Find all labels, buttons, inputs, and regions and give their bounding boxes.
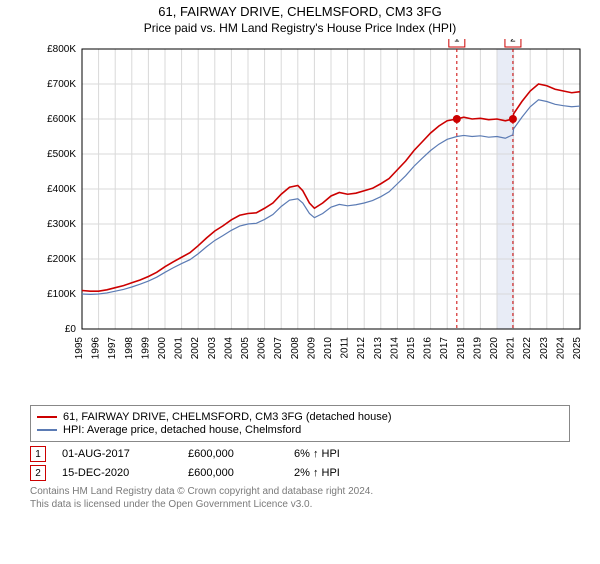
svg-text:1997: 1997 [107, 337, 118, 360]
tx-marker: 1 [30, 446, 46, 462]
legend: 61, FAIRWAY DRIVE, CHELMSFORD, CM3 3FG (… [30, 405, 570, 442]
svg-text:2011: 2011 [340, 337, 351, 359]
svg-text:1998: 1998 [124, 337, 135, 360]
page-subtitle: Price paid vs. HM Land Registry's House … [0, 21, 600, 35]
svg-text:2006: 2006 [257, 337, 268, 360]
page-title: 61, FAIRWAY DRIVE, CHELMSFORD, CM3 3FG [0, 4, 600, 19]
svg-text:2018: 2018 [456, 337, 467, 360]
svg-text:£400K: £400K [47, 184, 76, 195]
svg-text:2021: 2021 [506, 337, 517, 360]
svg-text:1996: 1996 [91, 337, 102, 360]
svg-text:2000: 2000 [157, 337, 168, 360]
svg-text:2003: 2003 [207, 337, 218, 360]
tx-pct: 6% ↑ HPI [294, 448, 384, 460]
svg-text:£700K: £700K [47, 79, 76, 90]
table-row: 2 15-DEC-2020 £600,000 2% ↑ HPI [30, 465, 570, 481]
tx-date: 15-DEC-2020 [62, 467, 172, 479]
svg-text:2007: 2007 [273, 337, 284, 360]
svg-text:2020: 2020 [489, 337, 500, 360]
svg-text:2: 2 [510, 39, 516, 45]
legend-item: HPI: Average price, detached house, Chel… [37, 424, 563, 436]
svg-text:£800K: £800K [47, 44, 76, 55]
legend-swatch-property [37, 416, 57, 418]
svg-text:2008: 2008 [290, 337, 301, 360]
svg-text:1999: 1999 [140, 337, 151, 360]
tx-price: £600,000 [188, 467, 278, 479]
svg-text:£600K: £600K [47, 114, 76, 125]
svg-text:2002: 2002 [190, 337, 201, 360]
footnote: Contains HM Land Registry data © Crown c… [30, 485, 570, 511]
svg-text:2012: 2012 [356, 337, 367, 360]
tx-pct: 2% ↑ HPI [294, 467, 384, 479]
legend-swatch-hpi [37, 429, 57, 431]
svg-text:2019: 2019 [472, 337, 483, 360]
svg-text:2013: 2013 [373, 337, 384, 360]
transaction-table: 1 01-AUG-2017 £600,000 6% ↑ HPI 2 15-DEC… [30, 446, 570, 481]
tx-marker: 2 [30, 465, 46, 481]
footnote-line: Contains HM Land Registry data © Crown c… [30, 485, 570, 498]
legend-item: 61, FAIRWAY DRIVE, CHELMSFORD, CM3 3FG (… [37, 411, 563, 423]
svg-text:2016: 2016 [423, 337, 434, 360]
svg-text:2024: 2024 [555, 337, 566, 360]
svg-text:2015: 2015 [406, 337, 417, 360]
price-chart: £0 £100K £200K £300K £400K £500K £600K £700K £80… [30, 39, 590, 399]
tx-date: 01-AUG-2017 [62, 448, 172, 460]
svg-text:£300K: £300K [47, 219, 76, 230]
svg-text:£100K: £100K [47, 289, 76, 300]
svg-text:2009: 2009 [306, 337, 317, 360]
svg-text:2004: 2004 [223, 337, 234, 360]
chart-svg: £0 £100K £200K £300K £400K £500K £600K £700K £80… [30, 39, 590, 399]
svg-text:2023: 2023 [539, 337, 550, 360]
tx-price: £600,000 [188, 448, 278, 460]
svg-text:1995: 1995 [74, 337, 85, 360]
svg-text:2014: 2014 [389, 337, 400, 360]
svg-text:2010: 2010 [323, 337, 334, 360]
table-row: 1 01-AUG-2017 £600,000 6% ↑ HPI [30, 446, 570, 462]
svg-text:1: 1 [454, 39, 460, 45]
svg-text:2005: 2005 [240, 337, 251, 360]
svg-text:2017: 2017 [439, 337, 450, 360]
svg-text:2001: 2001 [174, 337, 185, 360]
legend-label: HPI: Average price, detached house, Chel… [63, 424, 301, 436]
svg-text:£500K: £500K [47, 149, 76, 160]
svg-text:2022: 2022 [522, 337, 533, 360]
legend-label: 61, FAIRWAY DRIVE, CHELMSFORD, CM3 3FG (… [63, 411, 391, 423]
svg-text:£0: £0 [65, 324, 77, 335]
svg-text:2025: 2025 [572, 337, 583, 360]
footnote-line: This data is licensed under the Open Gov… [30, 498, 570, 511]
svg-text:£200K: £200K [47, 254, 76, 265]
